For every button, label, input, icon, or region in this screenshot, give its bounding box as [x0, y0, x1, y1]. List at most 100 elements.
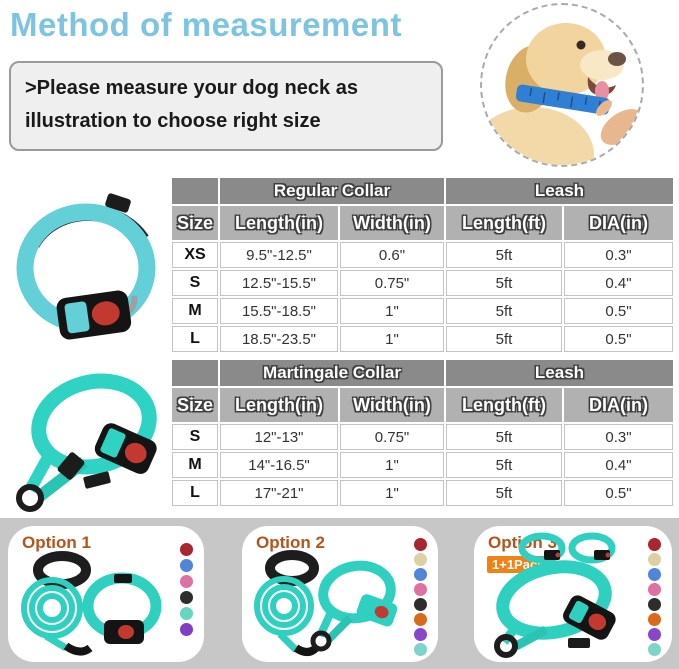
color-swatch: [180, 623, 193, 636]
corner-cell: [172, 360, 218, 386]
table-row: M 14"-16.5" 1" 5ft 0.4": [172, 452, 673, 478]
value-cell: 0.6": [340, 242, 444, 268]
column-header-cell: Width(in): [340, 206, 444, 240]
column-header-cell: Size: [172, 206, 218, 240]
option-2-product-image: [244, 548, 402, 658]
column-header-cell: Length(in): [220, 388, 338, 422]
size-cell: L: [172, 326, 218, 352]
size-table-regular: Regular Collar Leash Size Length(in) Wid…: [170, 176, 675, 354]
corner-cell: [172, 178, 218, 204]
size-cell: M: [172, 452, 218, 478]
value-cell: 1": [340, 298, 444, 324]
value-cell: 1": [340, 480, 444, 506]
color-swatch: [414, 628, 427, 641]
page-title: Method of measurement: [10, 6, 402, 44]
color-swatch: [414, 553, 427, 566]
option-card-3: Option 3 1+1Pack: [474, 526, 672, 662]
value-cell: 5ft: [446, 424, 562, 450]
color-swatch: [180, 559, 193, 572]
color-swatch: [180, 607, 193, 620]
infographic-page: Method of measurement >Please measure yo…: [0, 0, 679, 669]
table-row: S 12"-13" 0.75" 5ft 0.3": [172, 424, 673, 450]
size-table-martingale: Martingale Collar Leash Size Length(in) …: [170, 358, 675, 508]
value-cell: 9.5"-12.5": [220, 242, 338, 268]
column-header-cell: Length(ft): [446, 206, 562, 240]
options-strip: Option 1 or Option 2: [0, 518, 679, 669]
value-cell: 5ft: [446, 298, 562, 324]
color-swatch: [180, 543, 193, 556]
size-cell: S: [172, 424, 218, 450]
regular-collar-image: [6, 178, 166, 352]
size-cell: L: [172, 480, 218, 506]
color-swatch: [414, 643, 427, 656]
column-header-cell: Size: [172, 388, 218, 422]
value-cell: 15.5"-18.5": [220, 298, 338, 324]
column-header-row: Size Length(in) Width(in) Length(ft) DIA…: [172, 206, 673, 240]
measurement-note: >Please measure your dog neck as illustr…: [9, 61, 443, 151]
color-swatch: [648, 568, 661, 581]
color-swatch: [414, 613, 427, 626]
option-3-swatches: [648, 538, 661, 656]
option-2-swatches: [414, 538, 427, 656]
value-cell: 1": [340, 452, 444, 478]
group-header-cell: Leash: [446, 360, 673, 386]
value-cell: 5ft: [446, 452, 562, 478]
value-cell: 5ft: [446, 480, 562, 506]
size-cell: S: [172, 270, 218, 296]
value-cell: 0.3": [564, 424, 673, 450]
dog-photo: [480, 3, 644, 167]
value-cell: 12"-13": [220, 424, 338, 450]
value-cell: 14"-16.5": [220, 452, 338, 478]
column-header-cell: Length(in): [220, 206, 338, 240]
color-swatch: [414, 538, 427, 551]
value-cell: 0.5": [564, 298, 673, 324]
value-cell: 17"-21": [220, 480, 338, 506]
value-cell: 1": [340, 326, 444, 352]
color-swatch: [648, 643, 661, 656]
value-cell: 5ft: [446, 326, 562, 352]
value-cell: 0.5": [564, 326, 673, 352]
group-header-row: Martingale Collar Leash: [172, 360, 673, 386]
option-1-swatches: [180, 543, 193, 636]
color-swatch: [414, 583, 427, 596]
column-header-cell: Width(in): [340, 388, 444, 422]
column-header-row: Size Length(in) Width(in) Length(ft) DIA…: [172, 388, 673, 422]
value-cell: 0.4": [564, 270, 673, 296]
note-line-1: >Please measure your dog neck as: [25, 72, 427, 105]
color-swatch: [648, 598, 661, 611]
column-header-cell: DIA(in): [564, 206, 673, 240]
color-swatch: [180, 575, 193, 588]
option-1-product-image: [10, 548, 168, 658]
value-cell: 0.75": [340, 270, 444, 296]
value-cell: 5ft: [446, 242, 562, 268]
table-row: XS 9.5"-12.5" 0.6" 5ft 0.3": [172, 242, 673, 268]
color-swatch: [648, 553, 661, 566]
option-card-2: Option 2: [242, 526, 438, 662]
column-header-cell: Length(ft): [446, 388, 562, 422]
color-swatch: [414, 598, 427, 611]
color-swatch: [648, 583, 661, 596]
group-header-row: Regular Collar Leash: [172, 178, 673, 204]
value-cell: 0.75": [340, 424, 444, 450]
table-row: S 12.5"-15.5" 0.75" 5ft 0.4": [172, 270, 673, 296]
table-row: L 17"-21" 1" 5ft 0.5": [172, 480, 673, 506]
value-cell: 5ft: [446, 270, 562, 296]
value-cell: 0.3": [564, 242, 673, 268]
value-cell: 0.4": [564, 452, 673, 478]
size-cell: XS: [172, 242, 218, 268]
table-row: M 15.5"-18.5" 1" 5ft 0.5": [172, 298, 673, 324]
value-cell: 12.5"-15.5": [220, 270, 338, 296]
group-header-cell: Leash: [446, 178, 673, 204]
value-cell: 0.5": [564, 480, 673, 506]
group-header-cell: Regular Collar: [220, 178, 444, 204]
martingale-collar-image: [6, 358, 166, 516]
color-swatch: [648, 538, 661, 551]
group-header-cell: Martingale Collar: [220, 360, 444, 386]
option-3-product-image: [476, 530, 636, 658]
color-swatch: [648, 628, 661, 641]
color-swatch: [648, 613, 661, 626]
size-cell: M: [172, 298, 218, 324]
option-card-1: Option 1: [8, 526, 204, 662]
color-swatch: [414, 568, 427, 581]
column-header-cell: DIA(in): [564, 388, 673, 422]
